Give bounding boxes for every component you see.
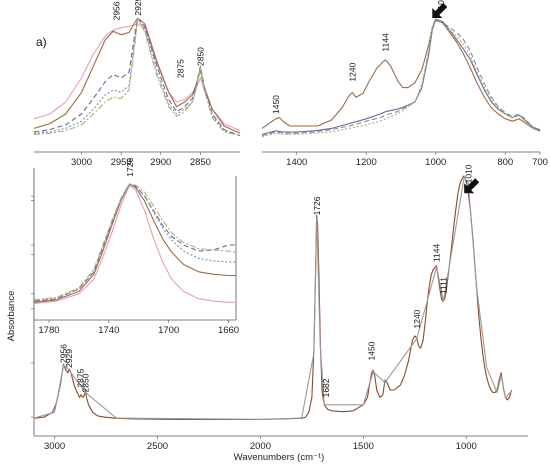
peak-label: 2850 [195,47,205,66]
x-tick-label: 1000 [456,441,477,452]
x-axis-title: Wavenumbers (cm⁻¹) [234,452,325,463]
peak-label: 1240 [412,309,422,328]
x-tick-label: 2950 [111,157,132,168]
spectrum-line [33,17,241,137]
x-tick-label: 1400 [286,157,307,168]
panel-label: a) [36,35,47,49]
inset-carbonyl: 1780 1740 1700 1660 1726 [31,158,239,336]
spectrum-line [33,23,241,132]
spectrum-line [261,17,541,137]
inset-ch-stretch-axes: 3000 2950 2900 2850 [34,151,240,168]
x-tick-label: 2850 [190,157,211,168]
spectrum-line [33,183,236,303]
inset-fingerprint: 1400 1200 1000 800 700 1450 1240 1144 1010 [261,0,548,168]
peak-label: 1010 [463,164,473,183]
peak-label: 2956 [59,344,69,363]
spectrum-line [261,19,541,132]
peak-label: 1682 [321,378,331,397]
x-tick-label: 2000 [250,441,271,452]
x-tick-label: 800 [497,157,513,168]
peak-label: 2929 [64,349,74,368]
peak-label: 1144 [432,244,442,263]
x-tick-label: 3000 [71,157,92,168]
y-axis-title: Absorbance [6,291,17,342]
spectrum-line [33,17,241,137]
peak-label: 1010 [436,0,446,10]
spectrum-line [261,17,541,138]
x-tick-label: 2500 [147,441,168,452]
spectrum-line [33,184,236,305]
spectrum-line [33,183,236,302]
peak-label: 2929 [133,0,143,16]
peak-label: 1726 [312,196,322,215]
x-tick-label: 1000 [425,157,446,168]
x-tick-label: 1500 [353,441,374,452]
spectrum-line [261,18,541,135]
x-tick-label: 1780 [38,325,59,336]
x-tick-label: 2900 [150,157,171,168]
x-tick-label: 1200 [356,157,377,168]
peak-label: 1240 [347,62,357,81]
peak-label: 1450 [367,341,377,360]
spectrum-line [33,17,241,137]
spectrum-line [33,183,237,301]
inset-fingerprint-axes: 1400 1200 1000 800 700 [262,151,548,168]
inset-carbonyl-axes: 1780 1740 1700 1660 [31,176,239,336]
x-tick-label: 1660 [218,325,239,336]
peak-label: 2875 [75,368,85,387]
peak-label: 2850 [81,373,91,392]
plot-layer: 3000 2500 2000 1500 100029292956287528501726… [31,0,548,452]
arrow-icon [432,3,448,18]
spectrum-line [33,176,512,420]
x-tick-label: 700 [532,157,548,168]
spectrum-line [33,17,241,134]
arrow-icon [464,178,480,194]
peak-label: 1144 [381,33,391,52]
x-tick-label: 1700 [158,325,179,336]
peak-label: 1450 [271,95,281,114]
peak-label: 2875 [176,59,186,78]
peak-label: 1726 [125,158,135,177]
inset-ch-stretch: 3000 2950 2900 2850 2929 2956 2875 2850 [33,0,241,168]
x-tick-label: 1740 [98,325,119,336]
peak-label: 1111 [438,277,448,294]
x-tick-label: 3000 [44,441,65,452]
peak-label: 2956 [111,1,121,20]
spectrum-line [33,183,236,302]
